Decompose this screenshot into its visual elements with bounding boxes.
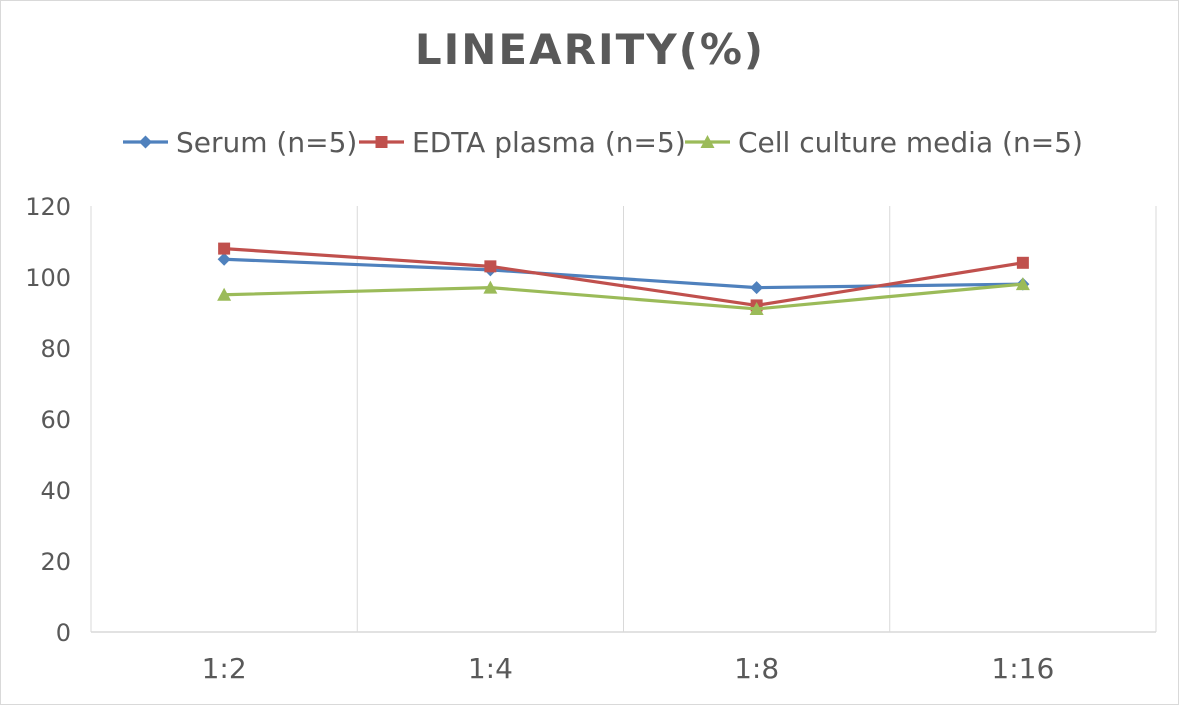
y-tick-label: 80 [40,335,71,363]
data-point [749,301,764,315]
data-point [217,287,232,301]
legend-entry: EDTA plasma (n=5) [359,126,686,159]
chart-title: LINEARITY(%) [415,25,765,74]
series-layer [217,242,1030,315]
series-2 [217,277,1030,315]
y-tick-label: 40 [40,477,71,505]
legend-label: Cell culture media (n=5) [738,126,1083,159]
legend-entry: Cell culture media (n=5) [685,126,1083,159]
data-point [1016,256,1029,269]
x-tick-label: 1:2 [202,652,247,685]
legend-label: EDTA plasma (n=5) [412,126,686,159]
series-line [224,247,1024,307]
x-tick-label: 1:8 [734,652,779,685]
axes: 0 20 40 60 80 100 120 1:2 1:4 1:8 1:16 [25,193,1156,685]
y-tick-label: 20 [40,548,71,576]
legend-marker [700,135,715,148]
x-tick-label: 1:16 [991,652,1054,685]
series-line [224,282,1024,311]
legend-entry: Serum (n=5) [123,126,357,159]
y-tick-label: 100 [25,264,71,292]
legend-marker [375,136,388,148]
series-line [224,257,1023,290]
gridlines [90,206,1157,632]
legend: Serum (n=5) EDTA plasma (n=5) Cell culture… [123,126,1083,159]
x-tick-label: 1:4 [468,652,513,685]
data-point [1015,277,1030,291]
data-point [750,281,764,295]
y-tick-label: 0 [56,619,71,647]
data-point [484,260,497,273]
data-point [483,280,498,294]
legend-label: Serum (n=5) [176,126,357,159]
data-point [218,242,231,255]
legend-marker [139,135,152,149]
y-tick-label: 60 [40,406,71,434]
data-point [217,252,231,266]
y-tick-label: 120 [25,193,71,221]
